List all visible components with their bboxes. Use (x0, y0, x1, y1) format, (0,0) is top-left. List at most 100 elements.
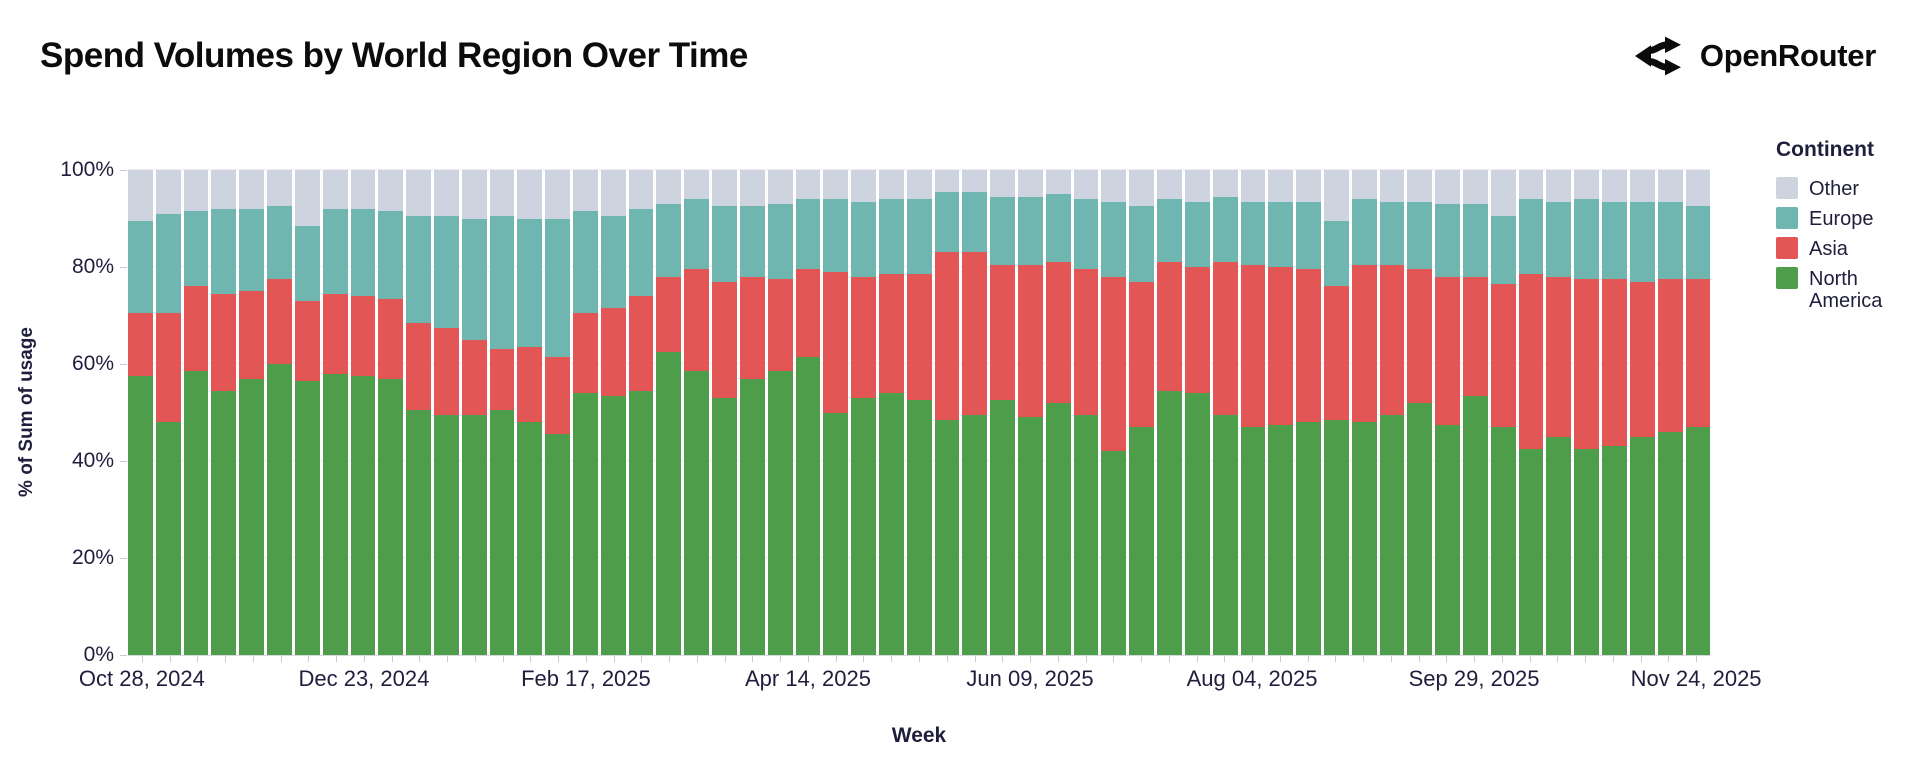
bar-segment-north-america[interactable] (1629, 436, 1655, 655)
bar-segment-other[interactable] (545, 170, 570, 219)
bar-week-55[interactable] (1657, 170, 1683, 655)
bar-segment-north-america[interactable] (489, 410, 515, 655)
bar-segment-north-america[interactable] (1351, 422, 1377, 655)
bar-segment-europe[interactable] (934, 191, 960, 253)
bar-segment-asia[interactable] (934, 252, 960, 420)
bar-week-39[interactable] (1212, 170, 1238, 655)
bar-week-10[interactable] (406, 170, 431, 655)
bar-segment-north-america[interactable] (1018, 417, 1043, 655)
bar-week-53[interactable] (1602, 170, 1627, 655)
bar-segment-north-america[interactable] (934, 419, 960, 655)
bar-segment-other[interactable] (1351, 170, 1377, 200)
bar-week-37[interactable] (1157, 170, 1182, 655)
bar-week-14[interactable] (517, 170, 543, 655)
bar-segment-north-america[interactable] (267, 364, 292, 655)
bar-segment-north-america[interactable] (322, 373, 348, 655)
bar-week-9[interactable] (378, 170, 404, 655)
bar-week-41[interactable] (1268, 170, 1294, 655)
bar-segment-asia[interactable] (1379, 264, 1405, 415)
bar-segment-asia[interactable] (1268, 267, 1294, 425)
bar-segment-north-america[interactable] (712, 397, 737, 655)
bar-segment-north-america[interactable] (211, 390, 237, 655)
bar-segment-other[interactable] (183, 170, 209, 212)
bar-segment-asia[interactable] (517, 347, 543, 423)
legend-item-other[interactable]: Other (1776, 177, 1906, 200)
bar-week-20[interactable] (684, 170, 710, 655)
bar-segment-europe[interactable] (906, 199, 932, 275)
bar-segment-north-america[interactable] (1045, 402, 1071, 655)
bar-segment-north-america[interactable] (406, 410, 431, 655)
bar-segment-other[interactable] (1379, 170, 1405, 202)
bar-segment-north-america[interactable] (1407, 402, 1433, 655)
bar-week-22[interactable] (739, 170, 765, 655)
bar-segment-asia[interactable] (1323, 286, 1349, 420)
bar-segment-asia[interactable] (128, 313, 153, 377)
bar-segment-other[interactable] (489, 170, 515, 217)
bar-segment-north-america[interactable] (517, 422, 543, 655)
bar-segment-other[interactable] (1157, 170, 1182, 200)
legend-item-europe[interactable]: Europe (1776, 207, 1906, 230)
bar-week-2[interactable] (183, 170, 209, 655)
bar-segment-north-america[interactable] (128, 376, 153, 655)
bar-segment-europe[interactable] (155, 213, 181, 314)
bar-segment-asia[interactable] (1518, 274, 1544, 449)
bar-segment-asia[interactable] (1435, 276, 1460, 425)
bar-week-56[interactable] (1685, 170, 1711, 655)
bar-segment-other[interactable] (267, 170, 292, 207)
bar-segment-north-america[interactable] (1073, 414, 1099, 655)
bar-segment-north-america[interactable] (1268, 424, 1294, 655)
bar-segment-asia[interactable] (1407, 269, 1433, 403)
bar-segment-europe[interactable] (267, 206, 292, 280)
bar-segment-asia[interactable] (294, 300, 320, 381)
bar-week-51[interactable] (1546, 170, 1572, 655)
bar-segment-other[interactable] (1018, 170, 1043, 197)
bar-segment-asia[interactable] (1018, 264, 1043, 418)
bar-segment-asia[interactable] (628, 296, 654, 391)
bar-segment-europe[interactable] (1574, 199, 1600, 280)
bar-segment-north-america[interactable] (350, 376, 376, 655)
bar-segment-other[interactable] (934, 170, 960, 192)
bar-segment-north-america[interactable] (1101, 451, 1127, 655)
bar-segment-north-america[interactable] (1574, 448, 1600, 655)
bar-segment-asia[interactable] (795, 269, 821, 357)
bar-segment-europe[interactable] (406, 216, 431, 323)
bar-segment-europe[interactable] (600, 216, 626, 309)
bar-segment-other[interactable] (1129, 170, 1155, 207)
bar-segment-other[interactable] (712, 170, 737, 207)
bar-segment-europe[interactable] (1268, 201, 1294, 267)
bar-segment-other[interactable] (378, 170, 404, 212)
bar-segment-other[interactable] (1629, 170, 1655, 202)
bar-segment-north-america[interactable] (155, 422, 181, 655)
bar-segment-europe[interactable] (1602, 201, 1627, 280)
bar-segment-europe[interactable] (851, 201, 876, 277)
bar-segment-europe[interactable] (489, 216, 515, 350)
bar-segment-asia[interactable] (267, 279, 292, 364)
bar-segment-other[interactable] (350, 170, 376, 209)
bar-segment-asia[interactable] (211, 293, 237, 391)
legend-item-north-america[interactable]: North America (1776, 267, 1906, 312)
bar-segment-north-america[interactable] (433, 414, 459, 655)
bar-week-3[interactable] (211, 170, 237, 655)
bar-segment-north-america[interactable] (1602, 446, 1627, 655)
bar-week-44[interactable] (1351, 170, 1377, 655)
bar-week-43[interactable] (1323, 170, 1349, 655)
bar-week-27[interactable] (878, 170, 904, 655)
bar-segment-asia[interactable] (378, 298, 404, 379)
bar-segment-asia[interactable] (1546, 276, 1572, 437)
bar-segment-asia[interactable] (712, 281, 737, 398)
bar-segment-north-america[interactable] (461, 414, 487, 655)
bar-segment-north-america[interactable] (1323, 419, 1349, 655)
bar-segment-other[interactable] (1574, 170, 1600, 200)
bar-segment-north-america[interactable] (878, 393, 904, 655)
bar-segment-north-america[interactable] (1657, 431, 1683, 655)
bar-week-7[interactable] (322, 170, 348, 655)
bar-week-4[interactable] (239, 170, 265, 655)
bar-segment-europe[interactable] (1657, 201, 1683, 280)
bar-segment-asia[interactable] (1073, 269, 1099, 415)
bar-segment-north-america[interactable] (294, 380, 320, 655)
bar-segment-asia[interactable] (350, 296, 376, 377)
bar-segment-asia[interactable] (990, 264, 1015, 401)
bar-segment-other[interactable] (1268, 170, 1294, 202)
bar-segment-asia[interactable] (1574, 279, 1600, 449)
bar-segment-other[interactable] (600, 170, 626, 217)
